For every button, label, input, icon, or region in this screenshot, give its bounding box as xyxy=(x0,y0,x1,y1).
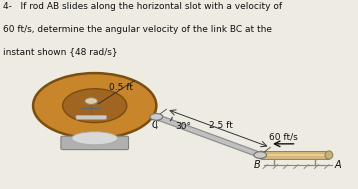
Ellipse shape xyxy=(258,151,264,159)
Text: 30°: 30° xyxy=(176,122,192,130)
Bar xyxy=(261,154,329,156)
Text: 4-   If rod AB slides along the horizontal slot with a velocity of: 4- If rod AB slides along the horizontal… xyxy=(3,2,282,11)
Text: 0.5 ft: 0.5 ft xyxy=(109,83,133,92)
Circle shape xyxy=(150,114,163,120)
Bar xyxy=(261,151,329,159)
Text: 2.5 ft: 2.5 ft xyxy=(209,122,233,130)
Ellipse shape xyxy=(325,151,333,159)
Text: 60 ft/s, determine the angular velocity of the link BC at the: 60 ft/s, determine the angular velocity … xyxy=(3,25,272,34)
Ellipse shape xyxy=(72,132,117,145)
FancyBboxPatch shape xyxy=(76,115,106,119)
Circle shape xyxy=(85,98,97,104)
Text: 60 ft/s: 60 ft/s xyxy=(269,133,297,142)
Polygon shape xyxy=(154,115,263,157)
Circle shape xyxy=(33,73,156,138)
Text: instant shown {48 rad/s}: instant shown {48 rad/s} xyxy=(3,47,118,56)
Text: C: C xyxy=(151,120,158,130)
Text: O: O xyxy=(72,103,79,112)
Text: B: B xyxy=(253,160,260,170)
FancyBboxPatch shape xyxy=(61,136,129,150)
Circle shape xyxy=(254,152,267,158)
Circle shape xyxy=(63,89,127,123)
Text: A: A xyxy=(334,160,341,170)
